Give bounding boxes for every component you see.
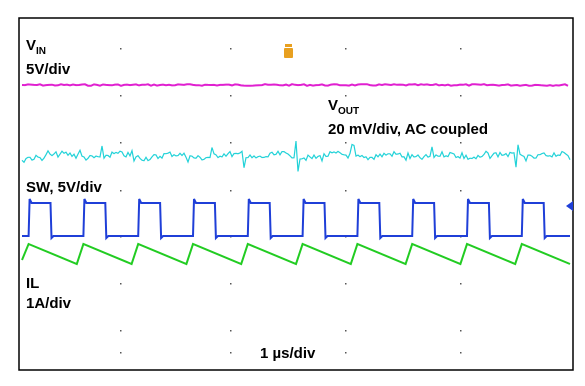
plot-frame [18, 17, 574, 371]
sw-trace [22, 198, 570, 241]
graticule-dot [460, 48, 462, 50]
graticule-dot [230, 95, 232, 97]
graticule-dot [345, 330, 347, 332]
il-trace [21, 242, 571, 266]
il-scale-label: 1A/div [26, 295, 72, 312]
graticule-dot [345, 283, 347, 285]
vout-trace [21, 141, 571, 172]
graticule-dot [120, 48, 122, 50]
vout-label: VOUT [328, 97, 359, 117]
graticule-dot [460, 330, 462, 332]
sw-label: SW, 5V/div [26, 179, 103, 196]
graticule-dot [230, 330, 232, 332]
graticule-dot [120, 190, 122, 192]
vout-scale-label: 20 mV/div, AC coupled [328, 121, 488, 138]
graticule-dot [345, 190, 347, 192]
graticule-dot [120, 330, 122, 332]
vin-label: VIN [26, 37, 46, 57]
graticule-dot [460, 95, 462, 97]
graticule-dot [120, 352, 122, 354]
graticule-dot [230, 48, 232, 50]
graticule-dot [345, 142, 347, 144]
graticule-dot [120, 142, 122, 144]
trigger-flag-icon [284, 44, 293, 58]
graticule-dot [460, 283, 462, 285]
graticule-dot [230, 142, 232, 144]
graticule-dot [345, 48, 347, 50]
graticule-dot [345, 95, 347, 97]
graticule-dot [230, 283, 232, 285]
graticule-dot [120, 95, 122, 97]
graticule-dot [230, 352, 232, 354]
vin-trace [21, 83, 569, 87]
sw-level-marker-icon [566, 201, 573, 211]
graticule-dot [345, 352, 347, 354]
graticule-dot [460, 142, 462, 144]
graticule-dot [460, 190, 462, 192]
il-label: IL [26, 275, 39, 292]
graticule-dot [460, 352, 462, 354]
graticule-dots [120, 48, 462, 354]
time-scale-label: 1 µs/div [260, 345, 316, 362]
graticule-dot [120, 283, 122, 285]
vin-scale-label: 5V/div [26, 61, 71, 78]
graticule-dot [230, 190, 232, 192]
